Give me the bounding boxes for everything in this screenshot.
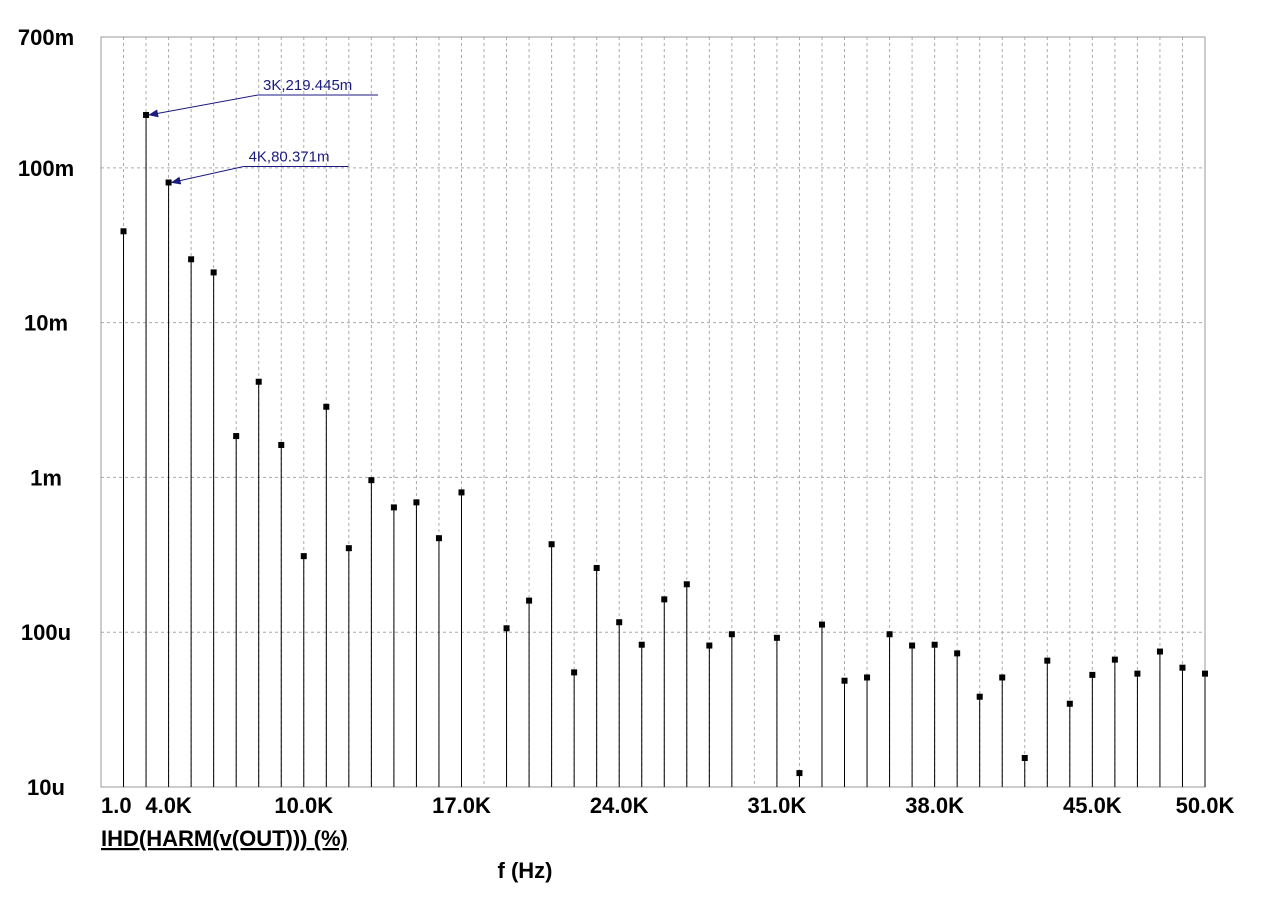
x-tick-label: 1.0 (101, 793, 132, 818)
point (526, 597, 533, 604)
point (638, 641, 645, 648)
annotation-arrow (170, 166, 244, 185)
point (413, 499, 420, 506)
y-tick-label: 100u (21, 620, 71, 645)
point (323, 403, 330, 410)
x-tick-label: 45.0K (1063, 793, 1122, 818)
point (278, 441, 285, 448)
point (458, 489, 465, 496)
point (1089, 671, 1096, 678)
point (548, 541, 555, 548)
y-axis-label: IHD(HARM(v(OUT))) (%) (101, 826, 348, 851)
y-tick-label: 100m (18, 156, 74, 181)
x-tick-label: 17.0K (432, 793, 491, 818)
y-tick-label: 700m (18, 25, 74, 50)
point (165, 179, 172, 186)
point (706, 642, 713, 649)
x-tick-label: 24.0K (590, 793, 649, 818)
point (661, 596, 668, 603)
y-tick-label: 10u (27, 775, 65, 800)
point (390, 504, 397, 511)
x-tick-label: 31.0K (748, 793, 807, 818)
point (1044, 657, 1051, 664)
point (773, 634, 780, 641)
point (841, 677, 848, 684)
point (931, 641, 938, 648)
point (1111, 656, 1118, 663)
annotation-arrow (148, 94, 259, 118)
annotation: 4K,80.371m (249, 149, 330, 166)
y-tick-label: 1m (30, 465, 62, 490)
x-tick-label: 50.0K (1176, 793, 1235, 818)
x-axis-label: f (Hz) (498, 858, 553, 883)
plot-frame (100, 36, 1206, 788)
point (1156, 648, 1163, 655)
point (503, 625, 510, 632)
point (864, 674, 871, 681)
point (593, 564, 600, 571)
point (818, 621, 825, 628)
point (368, 477, 375, 484)
point (255, 378, 262, 385)
point (210, 269, 217, 276)
point (143, 111, 150, 118)
point (1202, 670, 1208, 677)
point (954, 650, 961, 657)
annotation: 3K,219.445m (263, 77, 352, 94)
point (1021, 754, 1028, 761)
point (300, 553, 307, 560)
point (1066, 700, 1073, 707)
point (909, 642, 916, 649)
point (796, 770, 803, 777)
point (188, 256, 195, 263)
x-tick-label: 38.0K (905, 793, 964, 818)
point (728, 631, 735, 638)
point (976, 693, 983, 700)
point (886, 631, 893, 638)
point (1179, 664, 1186, 671)
x-tick-label: 4.0K (145, 793, 192, 818)
point (1134, 670, 1141, 677)
point (345, 545, 352, 552)
point (120, 228, 127, 235)
point (999, 674, 1006, 681)
x-tick-label: 10.0K (274, 793, 333, 818)
point (683, 581, 690, 588)
point (233, 433, 240, 440)
point (435, 535, 442, 542)
point (571, 669, 578, 676)
y-tick-label: 10m (24, 311, 68, 336)
point (616, 619, 623, 626)
